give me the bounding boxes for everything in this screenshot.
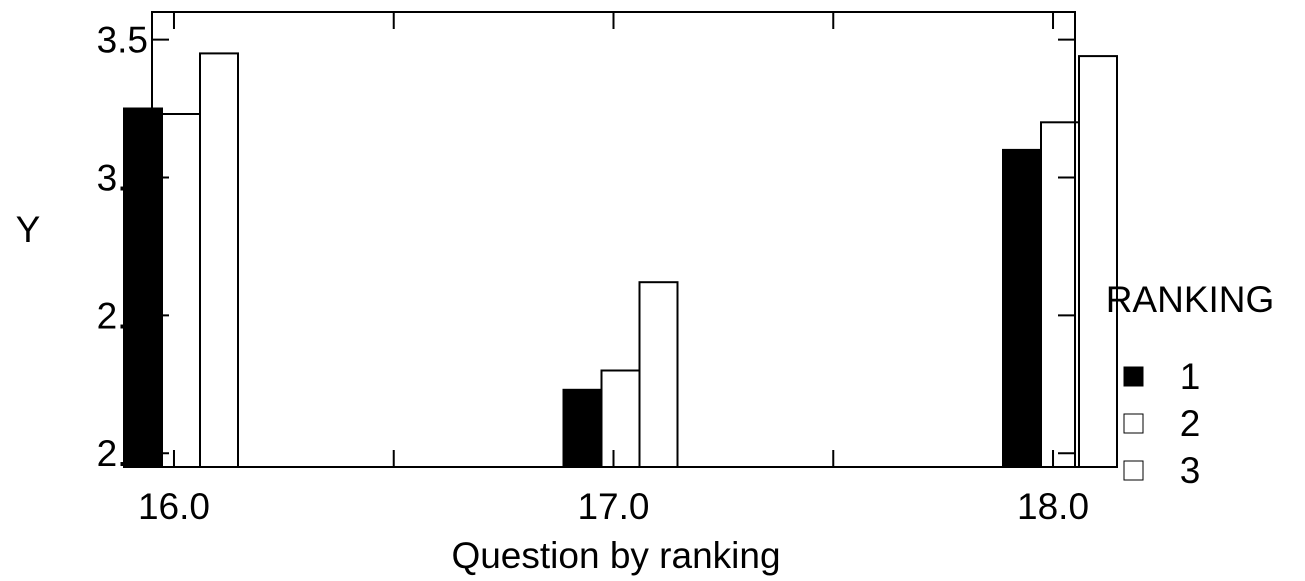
y-tick-label: 2.5 xyxy=(97,295,148,336)
legend-label-3: 3 xyxy=(1180,450,1201,491)
bar-16.0-series-2 xyxy=(161,113,201,468)
legend: RANKING 1 2 3 xyxy=(1106,279,1275,491)
y-tick-label: 3.0 xyxy=(97,157,148,198)
bar-16.0-series-3 xyxy=(199,52,239,469)
x-tick-label: 18.0 xyxy=(1017,486,1089,527)
bar-17.0-series-3 xyxy=(638,281,679,469)
bar-18.0-series-1 xyxy=(1002,148,1042,468)
y-tick-label: 2.0 xyxy=(97,433,148,474)
legend-swatch-3 xyxy=(1123,460,1144,481)
x-axis-label: Question by ranking xyxy=(451,535,780,576)
x-tick-label: 17.0 xyxy=(577,486,649,527)
y-axis-label: Y xyxy=(16,209,41,250)
bar-16.0-series-1 xyxy=(123,107,163,468)
x-tick-label: 16.0 xyxy=(138,486,210,527)
bar-17.0-series-1 xyxy=(562,388,603,468)
legend-label-2: 2 xyxy=(1180,403,1201,444)
labels-layer: Y Question by ranking xyxy=(16,209,781,576)
ticks-layer: 2.0 2.5 3.0 3.5 16.0 17.0 18.0 xyxy=(97,12,1089,527)
legend-title: RANKING xyxy=(1106,279,1275,320)
bar-17.0-series-2 xyxy=(600,369,641,468)
legend-swatch-1 xyxy=(1123,366,1144,387)
legend-swatch-2 xyxy=(1123,413,1144,434)
y-tick-label: 3.5 xyxy=(97,20,148,61)
bar-18.0-series-3 xyxy=(1078,55,1118,468)
bars-layer xyxy=(123,52,1118,469)
bar-18.0-series-2 xyxy=(1040,121,1080,469)
legend-label-1: 1 xyxy=(1180,356,1201,397)
